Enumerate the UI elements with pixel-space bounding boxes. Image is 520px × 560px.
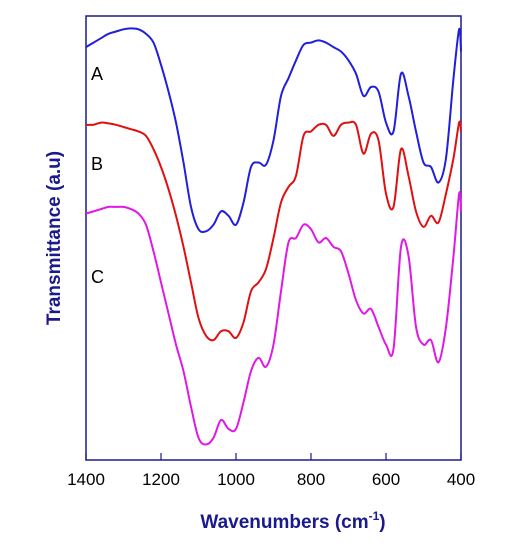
series-label-a: A xyxy=(91,64,103,84)
series-labels: A B C xyxy=(91,64,104,287)
series-label-b: B xyxy=(91,154,103,174)
x-tick-label-800: 800 xyxy=(297,470,325,489)
plot-frame xyxy=(85,15,462,461)
series-lines xyxy=(85,27,462,446)
x-axis-label: Wavenumbers (cm-1) xyxy=(200,509,385,533)
series-line-a xyxy=(85,27,462,234)
x-tick-label-1400: 1400 xyxy=(67,470,105,489)
x-axis-tick-labels: 1400 1200 1000 800 600 400 xyxy=(67,470,475,489)
x-axis-label-superscript: -1 xyxy=(369,509,380,523)
series-line-b xyxy=(85,120,462,342)
x-tick-label-600: 600 xyxy=(372,470,400,489)
x-axis-label-close: ) xyxy=(379,512,385,533)
y-axis-label: Transmittance (a.u) xyxy=(44,151,65,325)
x-tick-label-1000: 1000 xyxy=(217,470,255,489)
x-tick-label-1200: 1200 xyxy=(142,470,180,489)
x-tick-label-400: 400 xyxy=(447,470,475,489)
x-axis-ticks xyxy=(85,453,462,460)
series-line-c xyxy=(85,191,462,446)
x-axis-label-main: Wavenumbers (cm xyxy=(200,512,368,533)
series-label-c: C xyxy=(91,267,104,287)
